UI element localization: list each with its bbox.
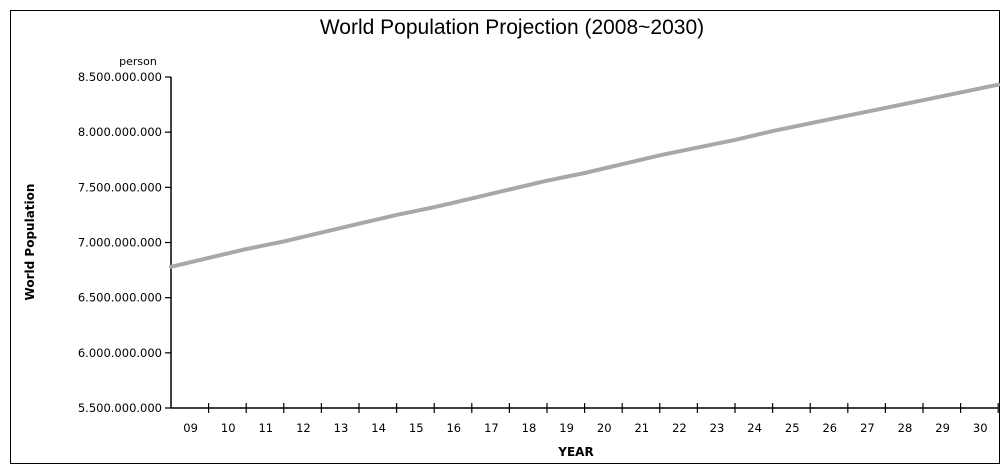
x-tick-label: 16 (446, 421, 461, 435)
x-ticks: 09 10 11 12 13 14 15 16 17 18 19 20 21 22 23 24 25 26 27 28… (183, 403, 999, 435)
y-tick-label: 8.000.000.000 (78, 125, 162, 139)
x-tick-label: 10 (221, 421, 236, 435)
x-tick-label: 28 (898, 421, 913, 435)
x-tick-label: 14 (371, 421, 386, 435)
y-axis-label: World Population (23, 184, 37, 301)
x-tick-label: 09 (183, 421, 198, 435)
x-tick-label: 17 (484, 421, 499, 435)
y-tick-label: 7.000.000.000 (78, 236, 162, 250)
x-tick-label: 23 (710, 421, 725, 435)
x-tick-label: 30 (973, 421, 988, 435)
x-tick-label: 12 (296, 421, 311, 435)
x-tick-label: 29 (935, 421, 950, 435)
x-tick-label: 26 (822, 421, 837, 435)
y-unit-label: person (119, 55, 157, 68)
x-tick-label: 21 (634, 421, 649, 435)
x-tick-label: 15 (409, 421, 424, 435)
x-tick-label: 13 (334, 421, 349, 435)
x-tick-label: 11 (258, 421, 273, 435)
y-ticks: 5.500.000.000 6.000.000.000 6.500.000.000 7… (78, 70, 171, 415)
x-tick-label: 20 (597, 421, 612, 435)
x-tick-label: 27 (860, 421, 875, 435)
y-tick-label: 7.500.000.000 (78, 180, 162, 194)
y-tick-label: 8.500.000.000 (78, 70, 162, 84)
x-tick-label: 24 (747, 421, 762, 435)
y-tick-label: 6.500.000.000 (78, 291, 162, 305)
x-tick-label: 18 (522, 421, 537, 435)
x-tick-label: 25 (785, 421, 800, 435)
series-layer (169, 82, 1001, 269)
x-tick-label: 19 (559, 421, 574, 435)
y-tick-label: 6.000.000.000 (78, 346, 162, 360)
chart-title: World Population Projection (2008~2030) (320, 16, 704, 39)
x-axis-label: YEAR (557, 445, 593, 459)
population-series-line (169, 82, 1001, 269)
y-tick-label: 5.500.000.000 (78, 401, 162, 415)
chart-border (10, 10, 1000, 464)
x-tick-label: 22 (672, 421, 687, 435)
